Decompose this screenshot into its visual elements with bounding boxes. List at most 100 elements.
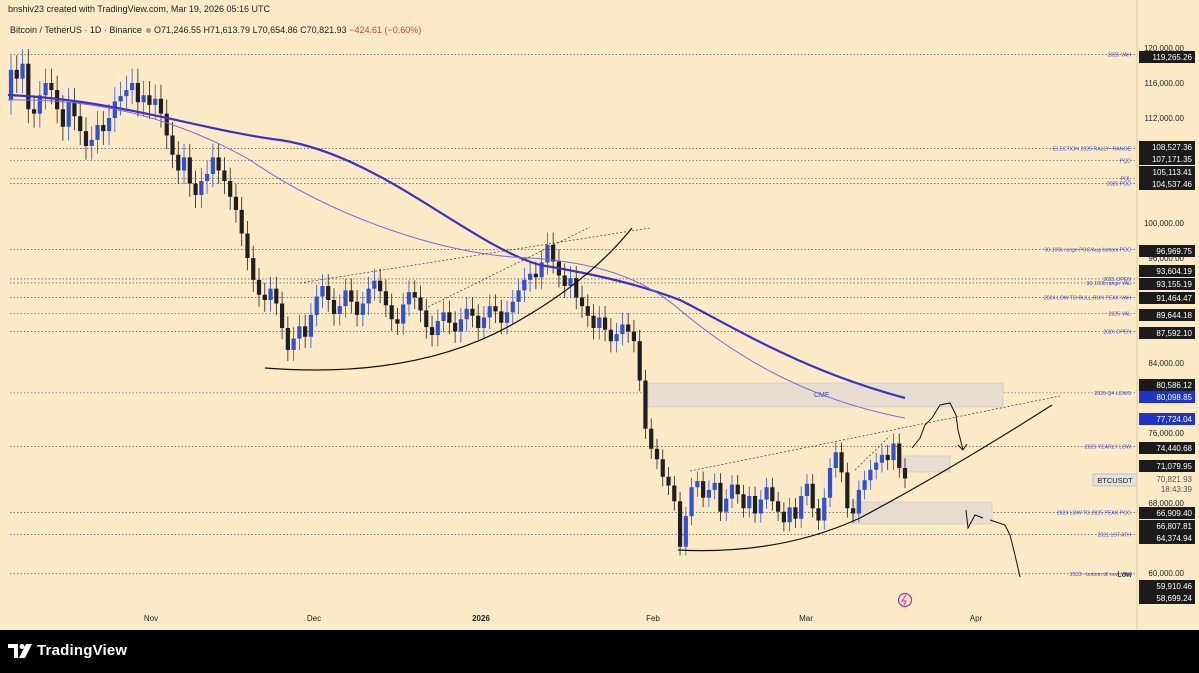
candle-bearish [262, 294, 267, 300]
candle-bullish [764, 487, 769, 500]
candle-bullish [106, 118, 112, 132]
candle-bullish [181, 157, 187, 171]
candle-bearish [701, 481, 706, 498]
candle-bullish [527, 273, 533, 280]
candle-bearish [285, 328, 290, 350]
candle-bullish [124, 90, 129, 97]
candle-bullish [205, 174, 210, 181]
candle-bearish [303, 326, 308, 337]
candle-bearish [677, 501, 683, 547]
price-badge-text: 80,586.12 [1156, 381, 1192, 390]
candle-bullish [435, 321, 440, 335]
price-axis-label: 96,000.00 [1148, 254, 1184, 263]
symbol-legend[interactable]: Bitcoin / TetherUS · 1D · Binance O71,24… [10, 25, 421, 35]
candle-bearish [654, 448, 660, 460]
candle-bullish [799, 496, 804, 519]
price-badge [1139, 507, 1195, 519]
candle-bullish [441, 312, 446, 321]
price-badge [1139, 141, 1195, 153]
projection-path-up [911, 402, 964, 451]
ohlc-change: −424.61 (−0.60%) [349, 25, 422, 35]
candle-bullish [366, 288, 371, 304]
price-badge [1139, 292, 1195, 304]
candle-bullish [568, 278, 573, 286]
cme-gap-zone [647, 382, 1004, 408]
time-axis-label: Mar [799, 614, 813, 623]
candle-bullish [8, 69, 14, 101]
lightning-icon[interactable] [897, 592, 913, 608]
price-badge-text: 108,527.36 [1152, 143, 1193, 152]
candle-bearish [735, 484, 740, 495]
candle-bullish [199, 181, 204, 195]
candle-bullish [856, 489, 861, 514]
candle-bearish [453, 322, 458, 332]
level-label: 2025 Q4 LOWS [1094, 391, 1131, 397]
price-badge-text: 105,113.41 [1153, 168, 1193, 177]
candle-bullish [118, 96, 123, 102]
price-badge-text: 59,910.46 [1156, 582, 1192, 591]
candle-bearish [551, 244, 556, 262]
candle-bearish [602, 317, 608, 330]
projection-path-down [965, 509, 984, 530]
candle-bearish [637, 341, 642, 381]
candle-bearish [672, 485, 677, 502]
candle-bullish [66, 102, 71, 127]
level-label: 2025 VAH [1108, 52, 1132, 58]
cme-zone-label: CME [814, 392, 830, 399]
projection-path-down-2 [989, 519, 1021, 578]
market-status-dot-icon [146, 28, 152, 34]
symbol-name[interactable]: Bitcoin / TetherUS · 1D · Binance [10, 25, 142, 35]
candle-bullish [706, 489, 711, 498]
candle-bearish [389, 305, 394, 320]
symbol-tag-text: BTCUSDT [1097, 476, 1133, 485]
candle-bearish [816, 508, 821, 521]
time-axis-label: Apr [970, 614, 983, 623]
candle-bearish [626, 324, 631, 332]
price-badge [1139, 178, 1195, 190]
candle-bullish [504, 312, 510, 323]
candle-bearish [395, 319, 400, 324]
candle-bullish [487, 306, 492, 318]
candle-bearish [245, 233, 250, 258]
level-label: 2026 OPEN [1103, 330, 1131, 336]
candle-bearish [251, 258, 256, 280]
candle-bearish [810, 483, 815, 509]
moving-average-200 [7, 93, 906, 400]
candle-bullish [401, 304, 406, 324]
candle-bullish [689, 487, 694, 517]
level-label: ELECTION 2025 RALLY~RANGE [1053, 146, 1131, 152]
price-badge [1139, 473, 1195, 485]
candle-bearish [147, 95, 152, 105]
candle-bearish [741, 494, 746, 509]
candle-bearish [412, 292, 417, 298]
candle-bearish [845, 472, 850, 509]
candle-bullish [89, 139, 94, 146]
chart-area[interactable]: 2025 VAH ELECTION 2025 RALLY~RANGE PQD POL 2… [0, 0, 1199, 630]
tradingview-logo[interactable]: TradingView [8, 642, 127, 659]
candle-bearish [383, 291, 389, 306]
price-badge [1139, 391, 1195, 403]
candle-bearish [228, 181, 233, 197]
trend-line [854, 435, 891, 471]
candle-bearish [193, 183, 198, 195]
candle-bearish [279, 303, 285, 328]
price-badge-text: 18:43:39 [1161, 485, 1193, 494]
candle-bullish [620, 324, 625, 335]
candle-bullish [597, 317, 602, 328]
candle-bullish [153, 98, 158, 105]
price-axis-label: 116,000.00 [1145, 79, 1185, 88]
candle-bullish [822, 497, 827, 521]
time-axis-label: Dec [307, 614, 321, 623]
candle-bullish [291, 338, 296, 350]
candle-bearish [233, 196, 239, 210]
price-badge-text: 77,724.04 [1156, 415, 1192, 424]
price-badge [1139, 460, 1195, 472]
candle-bullish [874, 462, 879, 470]
candle-bullish [724, 498, 729, 512]
level-label: 2023 - bottom till now VAH [1070, 572, 1131, 578]
candle-bullish [614, 334, 619, 342]
low-tag: Low [1117, 570, 1132, 579]
candle-bearish [326, 286, 331, 300]
candle-bearish [897, 443, 902, 468]
